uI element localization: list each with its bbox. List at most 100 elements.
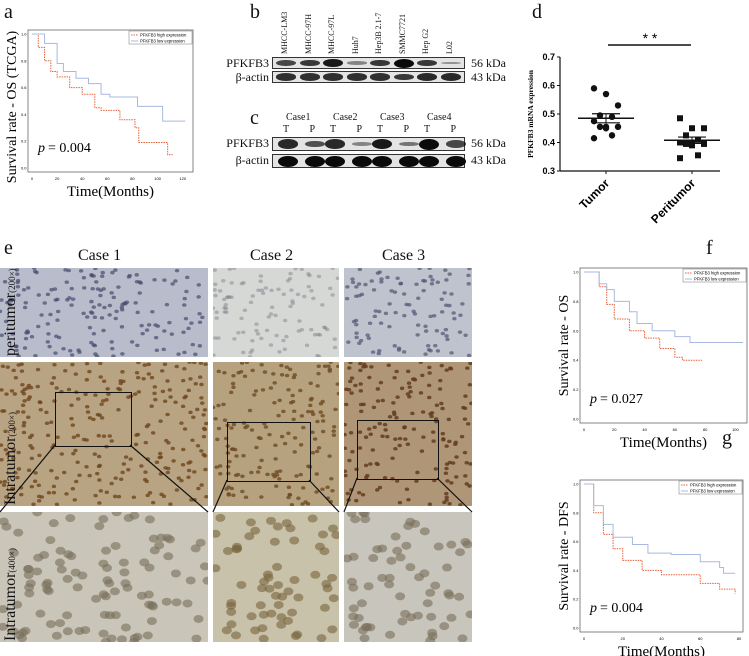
nucleus (128, 637, 139, 642)
nucleus (98, 362, 103, 366)
nucleus (368, 462, 373, 466)
nucleus (430, 581, 441, 590)
nucleus (109, 340, 114, 344)
nucleus (222, 546, 233, 555)
nucleus (350, 515, 361, 524)
nucleus (181, 378, 186, 383)
nucleus (291, 417, 296, 422)
nucleus (466, 273, 471, 278)
nucleus (197, 344, 203, 348)
nucleus (185, 576, 196, 585)
nucleus (316, 371, 321, 376)
nucleus (104, 490, 109, 495)
nucleus (9, 389, 15, 393)
nucleus (139, 464, 144, 468)
nucleus (49, 287, 54, 292)
nucleus (263, 286, 269, 290)
y-axis-label: Survival rate - OS (557, 295, 572, 396)
blot-row-label: PFKFB3 (226, 56, 269, 70)
nucleus (423, 329, 429, 333)
nucleus (16, 293, 21, 297)
nucleus (13, 344, 19, 349)
case-label: Case4 (427, 112, 452, 123)
nucleus (173, 400, 178, 404)
nucleus (277, 469, 283, 473)
nucleus (444, 495, 449, 500)
x-tick-label: 60 (673, 427, 678, 432)
legend-entry: PFKFB3 high expression (690, 483, 737, 488)
nucleus (259, 495, 264, 499)
nucleus (1, 409, 7, 413)
nucleus (247, 355, 253, 357)
nucleus (195, 538, 206, 547)
plot-frame (579, 479, 744, 633)
nucleus (434, 329, 440, 333)
nucleus (146, 372, 152, 376)
nucleus (266, 609, 277, 618)
nucleus (258, 610, 269, 619)
nucleus (326, 364, 331, 368)
nucleus (14, 631, 25, 640)
nucleus (293, 268, 298, 271)
nucleus (242, 374, 248, 379)
nucleus (70, 362, 75, 367)
nucleus (246, 612, 257, 621)
nucleus (12, 392, 18, 396)
nucleus (241, 454, 246, 458)
nucleus (250, 338, 255, 343)
y-axis-label: Survival rate - DFS (557, 501, 572, 610)
nucleus (391, 401, 396, 405)
band (346, 61, 367, 65)
nucleus (449, 351, 454, 355)
nucleus (142, 363, 148, 367)
nucleus (23, 565, 34, 574)
nucleus (245, 518, 256, 527)
nucleus (20, 382, 25, 387)
legend-entry: PFKFB3 low expression (690, 489, 735, 494)
nucleus (438, 378, 443, 383)
nucleus (298, 443, 304, 447)
nucleus (213, 405, 216, 410)
nucleus (401, 350, 407, 354)
nucleus (257, 584, 268, 593)
nucleus (348, 362, 353, 365)
nucleus (271, 372, 276, 376)
nucleus (102, 563, 113, 572)
nucleus (89, 299, 94, 304)
nucleus (447, 303, 452, 308)
nucleus (11, 368, 16, 373)
nucleus (148, 534, 159, 543)
nucleus (93, 393, 98, 397)
nucleus (466, 282, 471, 286)
nucleus (259, 336, 264, 341)
nucleus (300, 486, 306, 490)
nucleus (199, 382, 204, 387)
nucleus (386, 363, 391, 368)
nucleus (8, 548, 19, 557)
nucleus (81, 311, 86, 316)
nucleus (433, 467, 439, 471)
nucleus (51, 490, 57, 495)
nucleus (454, 475, 459, 479)
nucleus (146, 617, 157, 626)
nucleus (169, 332, 175, 336)
y-tick-label: 0.0 (573, 417, 579, 422)
nucleus (366, 336, 372, 340)
nucleus (444, 591, 455, 600)
nucleus (84, 362, 90, 366)
nucleus (54, 476, 59, 480)
nucleus (75, 460, 80, 465)
panel-label-a: a (4, 1, 13, 23)
nucleus (21, 420, 27, 425)
nucleus (358, 382, 363, 386)
nucleus (88, 310, 94, 314)
nucleus (188, 377, 193, 381)
nucleus (465, 610, 472, 619)
nucleus (439, 401, 444, 406)
nucleus (160, 389, 166, 394)
nucleus (400, 609, 411, 618)
band (393, 73, 414, 81)
nucleus (91, 417, 96, 422)
nucleus (123, 455, 129, 459)
y-tick-label: 0.4 (21, 112, 27, 117)
